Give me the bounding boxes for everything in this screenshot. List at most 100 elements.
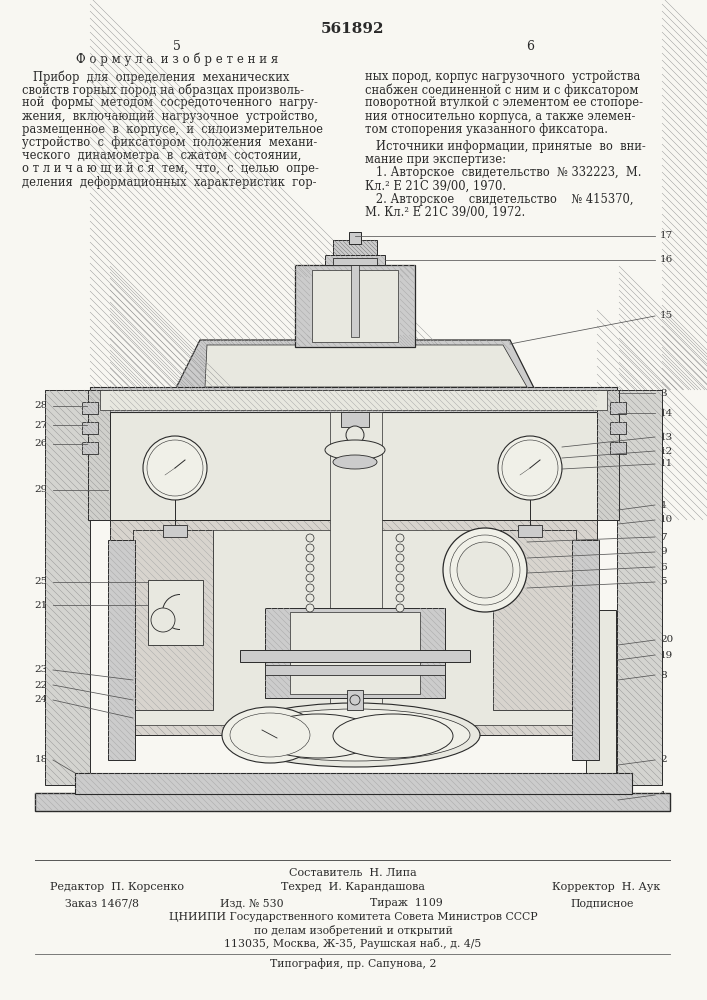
- Text: ных пород, корпус нагрузочного  устройства: ных пород, корпус нагрузочного устройств…: [365, 70, 641, 83]
- Circle shape: [396, 604, 404, 612]
- Text: 5: 5: [173, 40, 181, 53]
- Bar: [90, 387, 617, 412]
- Text: Техред  И. Карандашова: Техред И. Карандашова: [281, 882, 425, 892]
- Bar: [290, 612, 420, 694]
- Bar: [333, 240, 377, 255]
- Text: 4: 4: [660, 500, 667, 510]
- Bar: [110, 390, 597, 412]
- Circle shape: [396, 554, 404, 562]
- Circle shape: [457, 542, 513, 598]
- Circle shape: [396, 544, 404, 552]
- Circle shape: [151, 608, 175, 632]
- Bar: [163, 525, 187, 537]
- Text: 6: 6: [526, 40, 534, 53]
- Bar: [347, 690, 363, 710]
- Text: Прибор  для  определения  механических: Прибор для определения механических: [22, 70, 289, 84]
- Text: жения,  включающий  нагрузочное  устройство,: жения, включающий нагрузочное устройство…: [22, 110, 318, 123]
- Text: ной  формы  методом  сосредоточенного  нагру-: ной формы методом сосредоточенного нагру…: [22, 96, 318, 109]
- Text: 15: 15: [660, 312, 673, 320]
- Bar: [45, 390, 90, 785]
- Text: Заказ 1467/8: Заказ 1467/8: [65, 898, 139, 908]
- Text: мание при экспертизе:: мание при экспертизе:: [365, 153, 506, 166]
- Bar: [351, 265, 359, 337]
- Text: М. Кл.² Е 21С 39/00, 1972.: М. Кл.² Е 21С 39/00, 1972.: [365, 206, 525, 219]
- Bar: [295, 265, 415, 347]
- Text: 2. Авторское    свидетельство    № 415370,: 2. Авторское свидетельство № 415370,: [365, 193, 633, 206]
- Circle shape: [306, 564, 314, 572]
- Bar: [148, 580, 203, 645]
- Circle shape: [350, 695, 360, 705]
- Circle shape: [396, 584, 404, 592]
- Circle shape: [306, 534, 314, 542]
- Text: 26: 26: [35, 440, 48, 448]
- Text: Подписное: Подписное: [570, 898, 633, 908]
- Ellipse shape: [230, 713, 310, 757]
- Circle shape: [306, 544, 314, 552]
- Text: 9: 9: [660, 548, 667, 556]
- Ellipse shape: [240, 709, 470, 761]
- Text: 24: 24: [35, 696, 48, 704]
- Bar: [82, 442, 98, 454]
- Text: 22: 22: [35, 680, 48, 690]
- Bar: [240, 650, 470, 662]
- Text: 28: 28: [35, 401, 48, 410]
- Bar: [312, 270, 398, 342]
- Polygon shape: [175, 340, 535, 390]
- Circle shape: [306, 554, 314, 562]
- Bar: [75, 773, 632, 794]
- Text: Ф о р м у л а  и з о б р е т е н и я: Ф о р м у л а и з о б р е т е н и я: [76, 53, 278, 66]
- Bar: [35, 793, 670, 811]
- Text: 10: 10: [660, 516, 673, 524]
- Text: Корректор  Н. Аук: Корректор Н. Аук: [551, 882, 660, 892]
- Text: 25: 25: [35, 578, 48, 586]
- Text: деления  деформационных  характеристик  гор-: деления деформационных характеристик гор…: [22, 176, 317, 189]
- Text: 113035, Москва, Ж-35, Раушская наб., д. 4/5: 113035, Москва, Ж-35, Раушская наб., д. …: [224, 938, 481, 949]
- Text: 2: 2: [660, 756, 667, 764]
- Circle shape: [396, 534, 404, 542]
- Circle shape: [346, 426, 364, 444]
- Bar: [518, 525, 542, 537]
- Circle shape: [498, 436, 562, 500]
- Bar: [110, 520, 597, 735]
- Circle shape: [443, 528, 527, 612]
- Text: 8: 8: [660, 670, 667, 680]
- Ellipse shape: [333, 714, 453, 758]
- Text: 13: 13: [660, 432, 673, 442]
- Text: Составитель  Н. Липа: Составитель Н. Липа: [289, 868, 417, 878]
- Text: Тираж  1109: Тираж 1109: [370, 898, 443, 908]
- Text: Редактор  П. Корсенко: Редактор П. Корсенко: [50, 882, 184, 892]
- Text: ЦНИИПИ Государственного комитета Совета Министров СССР: ЦНИИПИ Государственного комитета Совета …: [169, 912, 537, 922]
- Text: 7: 7: [660, 532, 667, 542]
- Text: 6: 6: [660, 562, 667, 572]
- Text: по делам изобретений и открытий: по делам изобретений и открытий: [254, 925, 452, 936]
- Text: 3: 3: [660, 388, 667, 397]
- Circle shape: [396, 564, 404, 572]
- Text: 20: 20: [660, 636, 673, 645]
- Text: свойств горных пород на образцах произволь-: свойств горных пород на образцах произво…: [22, 83, 304, 97]
- Text: размещенное  в  корпусе,  и  силоизмерительное: размещенное в корпусе, и силоизмерительн…: [22, 123, 323, 136]
- Bar: [325, 255, 385, 265]
- Polygon shape: [205, 345, 527, 387]
- Circle shape: [450, 535, 520, 605]
- Text: 1. Авторское  свидетельство  № 332223,  М.: 1. Авторское свидетельство № 332223, М.: [365, 166, 641, 179]
- Circle shape: [396, 594, 404, 602]
- Text: 17: 17: [660, 232, 673, 240]
- Text: 18: 18: [35, 756, 48, 764]
- Ellipse shape: [325, 440, 385, 460]
- Text: 12: 12: [660, 446, 673, 456]
- Circle shape: [306, 594, 314, 602]
- Bar: [349, 232, 361, 244]
- Bar: [82, 402, 98, 414]
- Text: 29: 29: [35, 486, 48, 494]
- Ellipse shape: [230, 703, 480, 767]
- Text: 21: 21: [35, 600, 48, 609]
- Circle shape: [306, 574, 314, 582]
- Bar: [110, 412, 597, 520]
- Text: 1: 1: [660, 790, 667, 800]
- Bar: [35, 235, 665, 815]
- Text: Изд. № 530: Изд. № 530: [220, 898, 284, 908]
- Text: 23: 23: [35, 666, 48, 674]
- Bar: [572, 540, 599, 760]
- Bar: [265, 608, 445, 698]
- Text: Кл.² Е 21С 39/00, 1970.: Кл.² Е 21С 39/00, 1970.: [365, 180, 506, 193]
